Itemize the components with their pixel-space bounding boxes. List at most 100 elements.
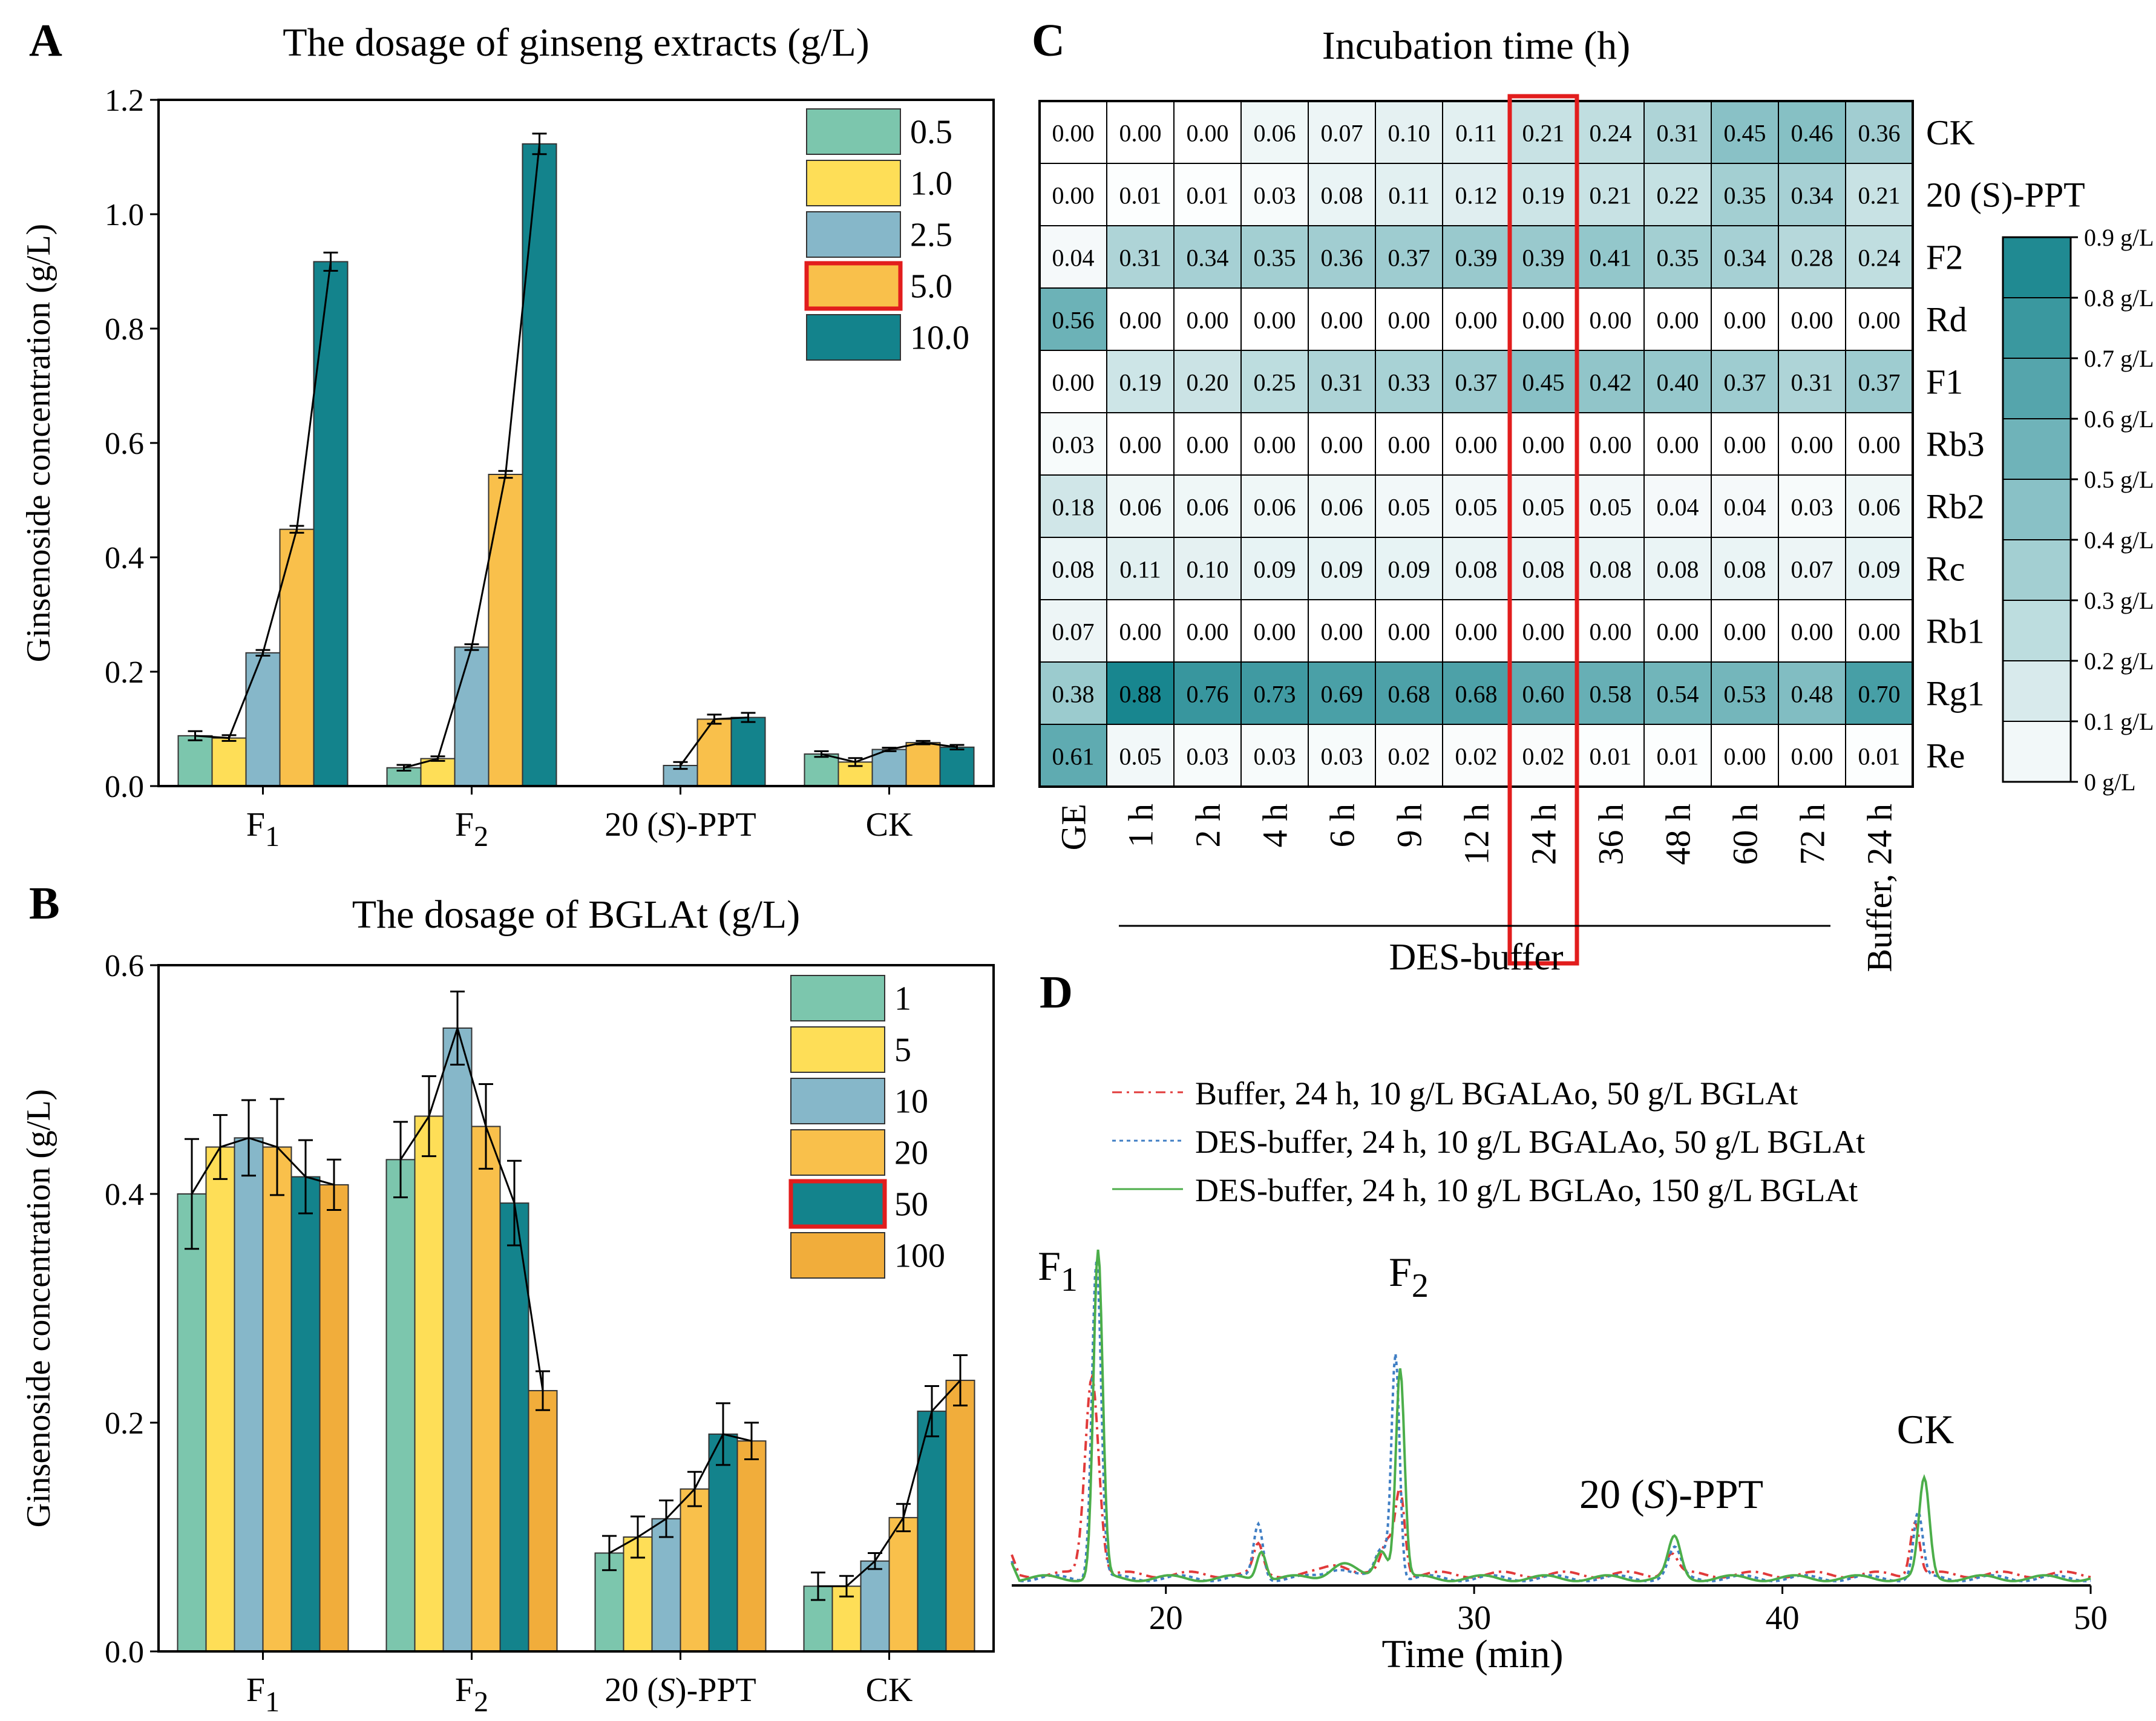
d-peak-label: 20 (S)-PPT xyxy=(1579,1471,1763,1517)
c-cell-value: 0.04 xyxy=(1657,494,1699,521)
b-bar xyxy=(319,1184,349,1652)
a-bar xyxy=(871,749,907,787)
c-cell-value: 0.01 xyxy=(1590,743,1632,770)
c-cell-value: 0.05 xyxy=(1455,494,1498,521)
c-cell-value: 0.10 xyxy=(1388,120,1430,147)
c-column-label: GE xyxy=(1054,804,1093,850)
b-panel-letter: B xyxy=(29,878,60,929)
c-column-label: 9 h xyxy=(1390,804,1429,848)
c-heat-cell xyxy=(1173,661,1242,725)
b-bar xyxy=(471,1126,501,1652)
d-trace-line xyxy=(1011,1250,2091,1582)
b-legend-swatch xyxy=(790,975,885,1021)
b-legend-label: 5 xyxy=(894,1032,911,1069)
c-colorbar-step xyxy=(2002,479,2071,540)
c-cell-value: 0.00 xyxy=(1791,743,1833,770)
c-cell-value: 0.03 xyxy=(1187,743,1229,770)
c-row-label: Rb1 xyxy=(1926,612,1985,651)
c-cell-value: 0.37 xyxy=(1724,369,1766,396)
c-heat-cell xyxy=(1845,225,1913,289)
b-legend-swatch xyxy=(788,1179,887,1229)
c-row-label: Re xyxy=(1926,736,1965,776)
c-cell-value: 0.06 xyxy=(1858,494,1901,521)
c-heat-cell xyxy=(1308,412,1376,476)
c-cell-value: 0.07 xyxy=(1052,618,1095,646)
c-row-label: Rg1 xyxy=(1926,674,1985,713)
b-bar xyxy=(708,1433,738,1652)
c-cell-value: 0.10 xyxy=(1187,556,1229,583)
c-heat-cell xyxy=(1173,599,1242,663)
d-x-tick-label: 50 xyxy=(2074,1599,2108,1637)
c-column-label: 4 h xyxy=(1256,804,1295,848)
c-row-label: Rb3 xyxy=(1926,425,1985,464)
b-bar xyxy=(290,1176,321,1652)
c-cell-value: 0.09 xyxy=(1388,556,1430,583)
c-cell-value: 0.18 xyxy=(1052,494,1095,521)
b-category-label: 20 (S)-PPT xyxy=(605,1671,756,1709)
c-colorbar-step xyxy=(2002,721,2071,782)
c-cell-value: 0.58 xyxy=(1590,681,1632,708)
c-cell-value: 0.37 xyxy=(1455,369,1498,396)
a-y-tick-label: 1.0 xyxy=(105,198,144,232)
c-heat-cell xyxy=(1509,537,1578,600)
c-heat-cell xyxy=(1778,287,1846,351)
d-panel-letter: D xyxy=(1040,967,1073,1018)
b-category-label: F2 xyxy=(455,1671,488,1718)
c-cell-value: 0.24 xyxy=(1590,120,1632,147)
c-heat-cell xyxy=(1643,287,1712,351)
panel-d-chromatogram: D Buffer, 24 h, 10 g/L BGALAo, 50 g/L BGL… xyxy=(1011,967,2108,1676)
c-cell-value: 0.00 xyxy=(1657,307,1699,334)
c-heat-cell xyxy=(1375,412,1443,476)
c-cell-value: 0.69 xyxy=(1321,681,1363,708)
c-cell-value: 0.08 xyxy=(1321,182,1363,209)
c-cell-value: 0.37 xyxy=(1388,244,1430,272)
c-group-label: DES-buffer xyxy=(1389,937,1563,978)
a-trend-line xyxy=(821,741,957,763)
c-cell-value: 0.11 xyxy=(1119,556,1161,583)
c-row-label: F2 xyxy=(1926,238,1963,277)
b-y-tick-label: 0.6 xyxy=(105,949,144,983)
c-cell-value: 0.40 xyxy=(1657,369,1699,396)
c-cell-value: 0.35 xyxy=(1254,244,1296,272)
c-heat-cell xyxy=(1442,537,1510,600)
c-cell-value: 0.41 xyxy=(1590,244,1632,272)
d-x-tick-label: 30 xyxy=(1457,1599,1491,1637)
b-legend-swatch xyxy=(790,1026,885,1073)
c-heat-cell xyxy=(1509,225,1578,289)
b-bar xyxy=(442,1027,473,1652)
c-cell-value: 0.08 xyxy=(1590,556,1632,583)
c-cell-value: 0.21 xyxy=(1590,182,1632,209)
c-cell-value: 0.00 xyxy=(1724,743,1766,770)
c-heat-cell xyxy=(1240,100,1309,164)
c-heat-cell xyxy=(1240,537,1309,600)
c-row-label: CK xyxy=(1926,113,1975,152)
panel-b-bar-chart: B The dosage of BGLAt (g/L) Ginsenoside co… xyxy=(20,878,995,1718)
b-category-label: CK xyxy=(866,1671,913,1709)
c-cell-value: 0.00 xyxy=(1119,618,1162,646)
a-bar xyxy=(279,528,315,787)
c-cell-value: 0.00 xyxy=(1052,369,1095,396)
a-legend-label: 2.5 xyxy=(910,217,952,254)
c-heat-cell xyxy=(1442,661,1510,725)
c-heat-cell xyxy=(1173,350,1242,413)
c-heat-cell xyxy=(1845,661,1913,725)
c-cell-value: 0.03 xyxy=(1254,182,1296,209)
c-cell-value: 0.03 xyxy=(1052,431,1095,459)
a-legend-swatch xyxy=(806,108,901,155)
c-cell-value: 0.09 xyxy=(1254,556,1296,583)
c-heat-cell xyxy=(1442,724,1510,787)
c-cell-value: 0.19 xyxy=(1522,182,1565,209)
c-row-label: Rc xyxy=(1926,549,1965,589)
b-y-axis-label: Ginsenoside concentration (g/L) xyxy=(20,1089,57,1528)
b-legend-swatch xyxy=(790,1078,885,1124)
a-bar xyxy=(313,261,349,787)
c-cell-value: 0.03 xyxy=(1321,743,1363,770)
c-cell-value: 0.02 xyxy=(1522,743,1565,770)
b-trend-line xyxy=(818,1380,962,1587)
c-heat-cell xyxy=(1442,350,1510,413)
d-x-tick-label: 20 xyxy=(1149,1599,1183,1637)
d-legend-label: Buffer, 24 h, 10 g/L BGALAo, 50 g/L BGLA… xyxy=(1195,1075,1798,1112)
c-cell-value: 0.00 xyxy=(1791,431,1833,459)
b-bar xyxy=(888,1516,919,1653)
